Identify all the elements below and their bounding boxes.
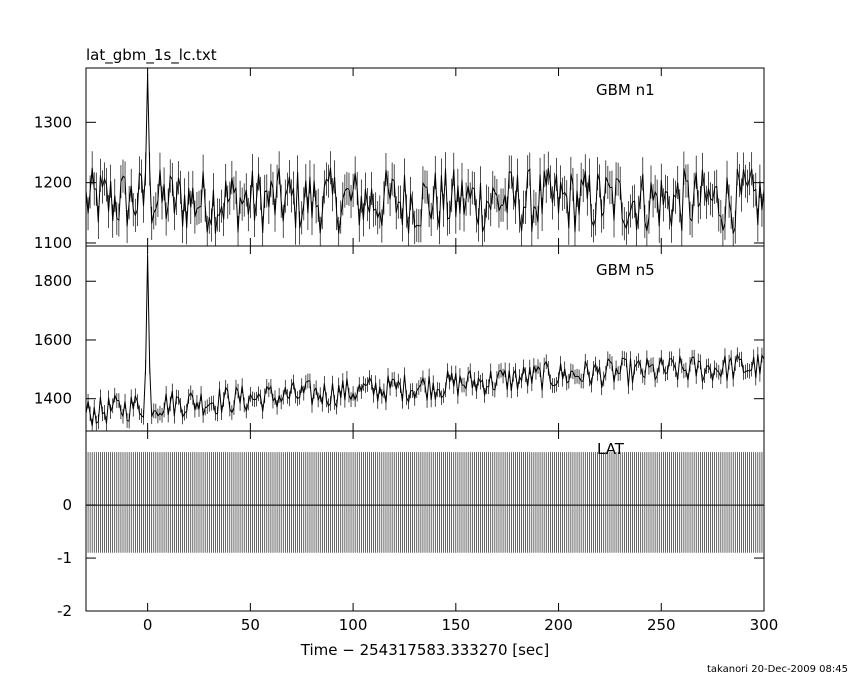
- y-tick-label: 1400: [34, 390, 72, 408]
- x-tick-label: 50: [241, 616, 260, 634]
- y-tick-label: 0: [62, 496, 72, 514]
- panel2-series-label: GBM n5: [596, 261, 655, 279]
- y-tick-label: 1300: [34, 113, 72, 131]
- y-tick-label: -2: [57, 602, 72, 620]
- y-tick-label: 1200: [34, 174, 72, 192]
- panel3-marks: [85, 431, 765, 612]
- y-tick-label: 1800: [34, 272, 72, 290]
- y-tick-label: 1600: [34, 331, 72, 349]
- x-tick-label: 100: [339, 616, 368, 634]
- panel1-series-label: GBM n1: [596, 81, 655, 99]
- panel1-frame: [85, 67, 765, 247]
- series-line: [85, 73, 765, 234]
- x-tick-label: 0: [143, 616, 153, 634]
- x-axis-label: Time − 254317583.333270 [sec]: [300, 641, 550, 659]
- y-tick-label: 1100: [34, 234, 72, 252]
- panel3-series-label: LAT: [597, 440, 625, 458]
- file-title: lat_gbm_1s_lc.txt: [86, 46, 217, 65]
- panel2-marks: [85, 246, 765, 431]
- panel1-marks: [85, 68, 765, 246]
- x-tick-label: 300: [750, 616, 779, 634]
- series-line: [85, 254, 765, 427]
- x-tick-label: 250: [647, 616, 676, 634]
- y-tick-label: -1: [57, 549, 72, 567]
- footer-stamp: takanori 20-Dec-2009 08:45: [707, 664, 848, 675]
- x-tick-label: 200: [544, 616, 573, 634]
- x-tick-label: 150: [441, 616, 470, 634]
